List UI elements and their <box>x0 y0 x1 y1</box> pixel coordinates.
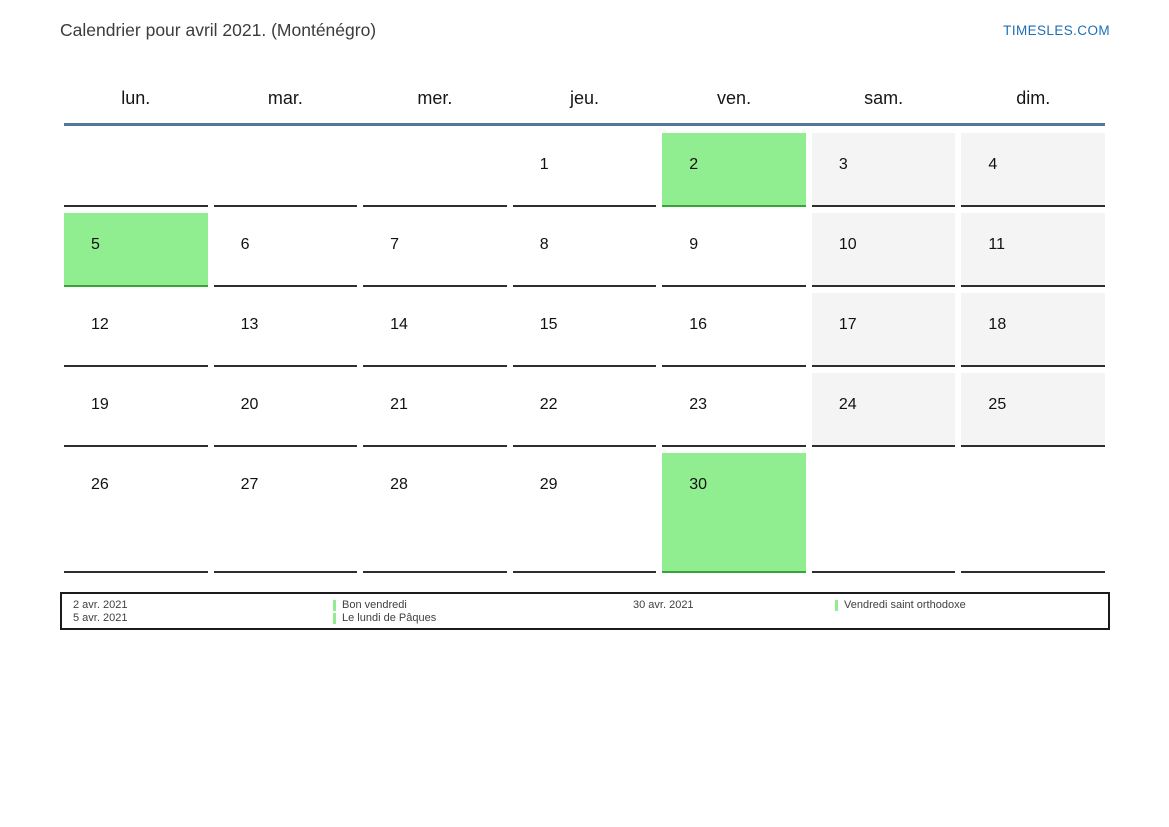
page-title: Calendrier pour avril 2021. (Monténégro) <box>60 20 377 40</box>
day-number: 8 <box>539 236 549 253</box>
day-cell-empty <box>363 133 507 207</box>
day-cell-22: 22 <box>512 373 657 447</box>
day-cell-6: 6 <box>213 213 358 287</box>
day-cell-17: 17 <box>811 293 956 367</box>
day-number: 10 <box>838 236 857 253</box>
holiday-marker-icon <box>333 612 336 624</box>
day-cell-5: 5 <box>64 213 208 287</box>
holiday-marker-icon <box>835 599 838 611</box>
day-cell-15: 15 <box>512 293 657 367</box>
legend-date: 5 avr. 2021 <box>73 611 128 624</box>
legend-holiday-names: Bon vendredi Le lundi de Pâques <box>333 599 436 625</box>
day-number: 18 <box>988 316 1007 333</box>
legend-dates: 30 avr. 2021 <box>633 599 694 612</box>
day-number: 19 <box>91 396 109 413</box>
day-number: 12 <box>91 316 109 333</box>
day-number: 2 <box>689 156 699 173</box>
day-number: 7 <box>390 236 400 253</box>
day-cell-10: 10 <box>811 213 956 287</box>
day-number: 22 <box>539 396 558 413</box>
day-cell-25: 25 <box>961 373 1105 447</box>
day-cell-13: 13 <box>213 293 358 367</box>
day-number: 6 <box>240 236 250 253</box>
day-cell-empty <box>961 453 1105 573</box>
day-cell-26: 26 <box>64 453 208 573</box>
day-number: 16 <box>689 316 708 333</box>
day-cell-12: 12 <box>64 293 208 367</box>
day-number: 26 <box>91 476 109 493</box>
day-cell-empty <box>213 133 358 207</box>
day-cell-23: 23 <box>662 373 806 447</box>
day-number: 13 <box>240 316 259 333</box>
day-cell-28: 28 <box>363 453 507 573</box>
calendar-grid: 1 2 3 4 5 6 7 8 9 10 11 12 13 14 15 16 17 18 19 20 21 22 23 24 2… <box>64 133 1105 573</box>
day-cell-27: 27 <box>213 453 358 573</box>
day-cell-11: 11 <box>961 213 1105 287</box>
day-number: 21 <box>390 396 408 413</box>
day-number: 14 <box>390 316 408 333</box>
day-number: 1 <box>539 156 549 173</box>
legend-holiday-names: Vendredi saint orthodoxe <box>835 599 966 612</box>
day-number: 29 <box>539 476 558 493</box>
legend-holiday: Bon vendredi <box>333 599 436 612</box>
day-cell-20: 20 <box>213 373 358 447</box>
calendar: lun. mar. mer. jeu. ven. sam. dim. 1 2 3 4 5 6 7 8 9 10… <box>64 88 1105 573</box>
day-number: 9 <box>689 236 699 253</box>
day-number: 3 <box>838 156 848 173</box>
holiday-legend: 2 avr. 2021 5 avr. 2021 Bon vendredi Le lun… <box>60 592 1110 630</box>
day-number: 4 <box>988 156 998 173</box>
day-cell-18: 18 <box>961 293 1105 367</box>
day-number: 23 <box>689 396 708 413</box>
weekday-label: ven. <box>717 88 752 108</box>
day-number: 27 <box>240 476 259 493</box>
weekday-label: mar. <box>267 88 303 108</box>
weekday-label: jeu. <box>569 88 599 108</box>
day-cell-7: 7 <box>363 213 507 287</box>
day-cell-29: 29 <box>512 453 657 573</box>
day-cell-16: 16 <box>662 293 806 367</box>
day-cell-24: 24 <box>811 373 956 447</box>
legend-holiday: Le lundi de Pâques <box>333 612 436 625</box>
day-number: 30 <box>689 476 708 493</box>
legend-holiday: Vendredi saint orthodoxe <box>835 599 966 612</box>
day-cell-19: 19 <box>64 373 208 447</box>
weekday-header-row: lun. mar. mer. jeu. ven. sam. dim. <box>64 88 1105 126</box>
day-cell-2: 2 <box>662 133 806 207</box>
weekday-label: lun. <box>121 88 151 108</box>
legend-holiday-label: Vendredi saint orthodoxe <box>844 599 966 611</box>
day-cell-4: 4 <box>961 133 1105 207</box>
day-number: 20 <box>240 396 259 413</box>
day-cell-30: 30 <box>662 453 806 573</box>
day-number: 28 <box>390 476 408 493</box>
day-number: 15 <box>539 316 558 333</box>
day-cell-9: 9 <box>662 213 806 287</box>
day-number: 5 <box>91 236 100 253</box>
legend-holiday-label: Le lundi de Pâques <box>342 611 437 624</box>
weekday-label: dim. <box>1016 88 1051 108</box>
weekday-label: mer. <box>417 88 453 108</box>
day-cell-14: 14 <box>363 293 507 367</box>
holiday-marker-icon <box>333 599 336 611</box>
day-cell-1: 1 <box>512 133 657 207</box>
day-number: 24 <box>838 396 857 413</box>
legend-date: 2 avr. 2021 <box>73 599 128 611</box>
legend-date: 30 avr. 2021 <box>633 599 694 611</box>
day-cell-empty <box>811 453 956 573</box>
day-number: 25 <box>988 396 1007 413</box>
day-cell-21: 21 <box>363 373 507 447</box>
day-number: 17 <box>838 316 857 333</box>
day-cell-3: 3 <box>811 133 956 207</box>
day-cell-8: 8 <box>512 213 657 287</box>
day-cell-empty <box>64 133 208 207</box>
legend-holiday-label: Bon vendredi <box>342 599 407 611</box>
day-number: 11 <box>988 236 1006 253</box>
weekday-label: sam. <box>864 88 904 108</box>
brand-link[interactable]: TIMESLES.COM <box>1003 23 1110 38</box>
legend-dates: 2 avr. 2021 5 avr. 2021 <box>73 599 127 625</box>
